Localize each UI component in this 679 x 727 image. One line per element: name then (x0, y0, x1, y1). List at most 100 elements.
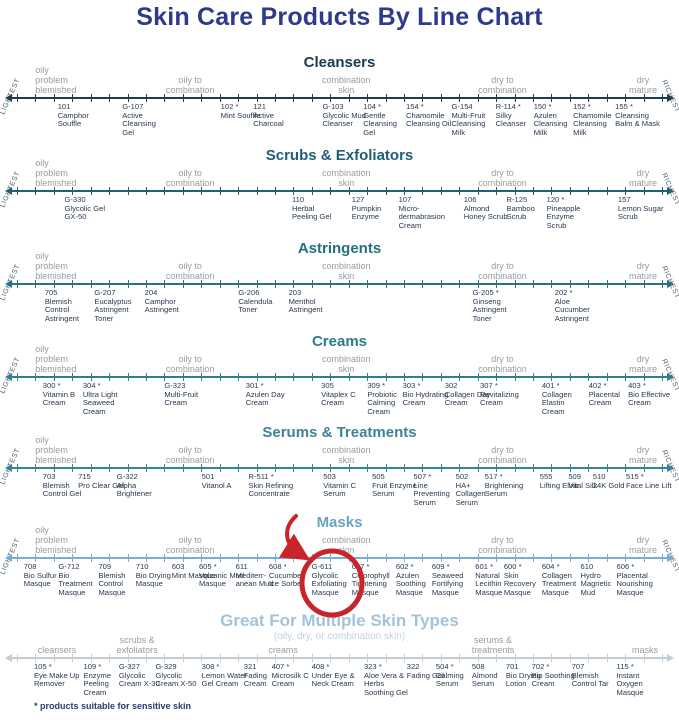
page-title: Skin Care Products By Line Chart (136, 3, 543, 31)
product-code: 304 * (82, 381, 101, 390)
axis-tick (293, 187, 295, 195)
product-name: Under Eye & Neck Cream (311, 670, 355, 689)
axis-tick (16, 554, 18, 562)
axis-tick (311, 94, 313, 102)
product-name: Azulen Day Cream (245, 389, 285, 408)
axis-tick (293, 464, 295, 472)
product-code: G-329 (155, 662, 177, 671)
product-name: Bio Hydrating Cream (402, 389, 449, 408)
axis-tick (569, 464, 571, 472)
axis-tick (35, 94, 37, 102)
product-105: 105 * Eye Make Up Remover (33, 662, 84, 689)
product-g-327: G-327 Glycolic Cream X-30 (119, 662, 169, 689)
axis-tick (551, 94, 553, 102)
product-code: 509 (568, 472, 581, 481)
axis-tick (127, 654, 129, 662)
axis-tick (606, 464, 608, 472)
axis-arrow-right-icon (667, 187, 674, 195)
product-code: 307 * (480, 381, 498, 390)
product-g-205: G-205 * Ginseng Astringent Toner (473, 288, 523, 324)
category-labels: cleansers scrubs & exfoliators creams serum… (0, 612, 679, 655)
axis-tick (367, 554, 369, 562)
axis-tick (459, 654, 461, 662)
axis-tick (256, 654, 258, 662)
product-g-207: G-207 Eucalyptus Astringent Toner (94, 288, 144, 324)
axis-tick (533, 464, 534, 472)
axis-tick (127, 187, 129, 195)
multi-section-title: Great For Multiple Skin Types (220, 611, 459, 630)
product-509: 509 Vital Silk (568, 472, 618, 490)
axis-tick (367, 280, 369, 288)
product-name: Pumpkin Enzyme (351, 203, 382, 222)
axis-tick (127, 280, 129, 288)
axis-arrow-left-icon (5, 280, 12, 288)
axis-arrow-right-icon (667, 554, 674, 562)
product-code: 321 (243, 662, 257, 671)
product-code: 204 (144, 288, 158, 297)
axis-tick (477, 373, 479, 381)
product-name: Menthol Astringent (288, 296, 323, 315)
axis-tick (256, 187, 258, 195)
product-code: 603 (171, 562, 185, 571)
product-name: Almond Serum (471, 670, 498, 689)
product-107: 107 Micro-dermabrasion Cream (399, 195, 449, 231)
product-510: 510 24K Gold (593, 472, 643, 490)
product-code: 715 (78, 472, 91, 481)
product-607: 607 * Chlorophyll Tightening Masque (352, 562, 402, 598)
axis-tick (404, 373, 405, 381)
axis-tick (164, 464, 166, 472)
product-name: Fading Cream (243, 670, 267, 689)
product-name: Natural Lecithin Masque (475, 570, 503, 597)
product-name: Fruit Enzyme Serum (372, 480, 417, 499)
axis-arrow-left-icon (5, 654, 12, 662)
product-name: Fading Gel (406, 670, 444, 680)
axis-tick (643, 554, 645, 562)
product-304: 304 * Ultra Light Seaweed Cream (82, 381, 133, 417)
product-102: 102 * Mint Souffle (220, 102, 271, 120)
zone-label-0: oily problem blemished (35, 157, 77, 188)
product-name: Lifting Elixir (539, 480, 579, 490)
product-name: Aloe Cucumber Astringent (554, 296, 590, 323)
axis-tick (256, 373, 258, 381)
axis-tick (404, 187, 405, 195)
product-code: 323 * (363, 662, 382, 671)
axis-tick (256, 280, 258, 288)
axis-tick (422, 554, 424, 562)
product-name: Azulen Soothing Masque (395, 570, 426, 597)
product-code: 102 * (220, 102, 239, 111)
axis-tick (53, 654, 55, 662)
section-astringents: Astringents oily problem blemished oily to… (0, 241, 679, 341)
zone-label-4: dry mature (628, 353, 658, 374)
axis-tick (662, 280, 664, 288)
axis-tick (385, 554, 387, 562)
product-name: Eye Make Up Remover (33, 670, 80, 689)
product-name: Active Cleansing Gel (122, 110, 156, 137)
product-code: G-322 (116, 472, 138, 481)
product-517: 517 * Brightening Serum (485, 472, 535, 499)
axis-tick (551, 464, 553, 472)
zone-label-1: oily to combination (165, 74, 215, 95)
axis-tick (606, 373, 608, 381)
axis-tick (72, 654, 74, 662)
axis-tick (35, 464, 37, 472)
product-name: Hydro Magnetic Mud (580, 570, 612, 597)
axis-tick (496, 280, 498, 288)
product-name: Bio Drying Masque (135, 570, 171, 589)
axis-tick (385, 464, 387, 472)
product-code: G-323 (164, 381, 186, 390)
axis-arrow-right-icon (667, 280, 674, 288)
axis-tick (311, 280, 313, 288)
axis-tick (201, 280, 203, 288)
product-710: 710 Bio Drying Masque (135, 562, 186, 589)
axis-tick (496, 187, 498, 195)
axis-tick (201, 373, 203, 381)
axis-tick (182, 654, 184, 662)
product-name: Volcanic Mud Masque (198, 570, 245, 589)
axis-tick (293, 373, 295, 381)
section-scrubs-exfoliators: Scrubs & Exfoliators oily problem blemish… (0, 148, 679, 248)
product-555: 555 Lifting Elixir (539, 472, 590, 490)
axis-tick (477, 280, 479, 288)
axis-tick (551, 187, 553, 195)
axis-tick (662, 464, 664, 472)
axis-arrow-left-icon (5, 187, 12, 195)
